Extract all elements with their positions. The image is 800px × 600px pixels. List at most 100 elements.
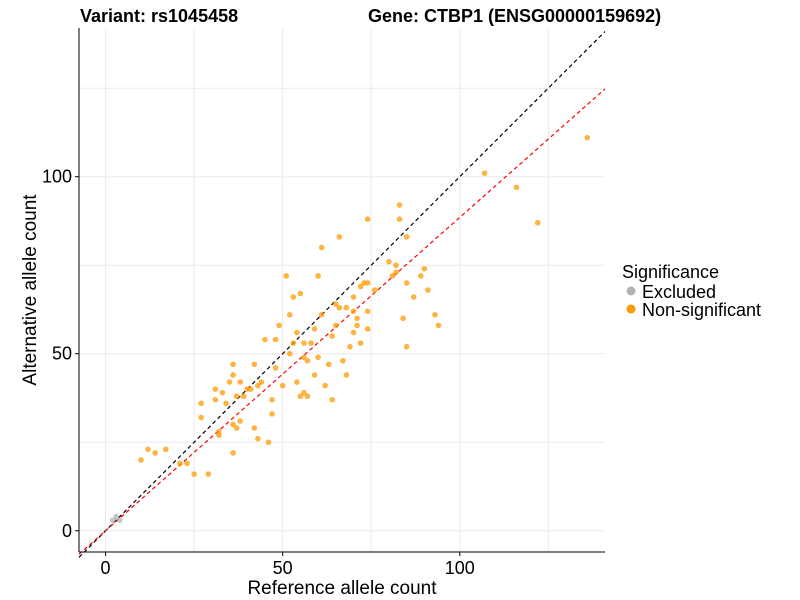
point-non-significant	[393, 262, 399, 269]
point-non-significant	[251, 425, 258, 431]
point-non-significant	[283, 273, 290, 279]
point-non-significant	[336, 304, 343, 311]
point-non-significant	[237, 379, 243, 385]
point-non-significant	[286, 311, 293, 318]
point-non-significant	[198, 400, 205, 407]
point-non-significant	[145, 446, 151, 453]
point-non-significant	[262, 336, 268, 343]
point-non-significant	[389, 273, 396, 279]
point-non-significant	[233, 393, 240, 400]
point-non-significant	[584, 134, 591, 141]
grid-lines	[79, 28, 605, 552]
point-non-significant	[219, 389, 226, 396]
point-non-significant	[251, 361, 258, 368]
point-non-significant	[354, 315, 360, 322]
x-tick-label: 100	[445, 558, 475, 578]
point-non-significant	[343, 372, 350, 378]
point-non-significant	[311, 326, 318, 332]
point-non-significant	[371, 287, 378, 293]
point-non-significant	[255, 435, 261, 442]
point-non-significant	[290, 340, 297, 346]
point-non-significant	[418, 273, 424, 279]
point-non-significant	[308, 340, 314, 346]
point-non-significant	[315, 273, 321, 279]
point-non-significant	[322, 382, 328, 389]
point-non-significant	[258, 379, 265, 385]
point-non-significant	[336, 234, 343, 240]
point-non-significant	[294, 379, 300, 385]
point-non-significant	[198, 414, 205, 421]
point-non-significant	[403, 280, 410, 286]
point-non-significant	[400, 315, 406, 322]
point-non-significant	[333, 301, 339, 307]
point-non-significant	[364, 308, 371, 315]
point-non-significant	[212, 396, 219, 403]
point-non-significant	[301, 354, 307, 361]
point-excluded	[116, 517, 123, 523]
point-non-significant	[350, 329, 357, 336]
point-non-significant	[301, 389, 307, 396]
point-non-significant	[311, 372, 318, 378]
point-non-significant	[396, 202, 403, 208]
point-excluded	[113, 513, 119, 520]
point-non-significant	[138, 457, 144, 463]
point-non-significant	[230, 421, 236, 428]
point-non-significant	[240, 393, 247, 400]
point-non-significant	[297, 290, 304, 297]
y-tick-label: 50	[52, 344, 72, 364]
point-non-significant	[223, 400, 229, 407]
legend: Significance Excluded Non-significant	[622, 262, 761, 320]
point-non-significant	[386, 258, 392, 265]
y-tick-label: 0	[62, 521, 72, 541]
point-non-significant	[354, 322, 360, 329]
point-non-significant	[230, 372, 236, 378]
legend-swatch-non-significant	[626, 304, 636, 314]
point-non-significant	[301, 340, 307, 346]
point-non-significant	[410, 294, 417, 300]
point-non-significant	[230, 450, 236, 456]
reference-line-identity	[78, 31, 606, 558]
point-non-significant	[340, 358, 346, 364]
point-non-significant	[350, 308, 357, 315]
point-non-significant	[304, 393, 311, 400]
legend-label-excluded: Excluded	[642, 282, 716, 302]
point-non-significant	[534, 219, 541, 226]
point-non-significant	[237, 418, 243, 424]
point-non-significant	[350, 294, 357, 300]
point-non-significant	[247, 386, 254, 392]
point-non-significant	[357, 283, 364, 290]
point-non-significant	[364, 216, 371, 222]
point-non-significant	[396, 216, 403, 222]
y-axis-label: Alternative allele count	[20, 194, 41, 386]
point-non-significant	[364, 280, 371, 286]
point-non-significant	[265, 439, 272, 446]
point-non-significant	[162, 446, 169, 453]
point-non-significant	[513, 184, 520, 191]
point-non-significant	[318, 244, 325, 251]
point-non-significant	[269, 411, 275, 417]
title-gene: Gene: CTBP1 (ENSG00000159692)	[368, 6, 661, 26]
title-variant: Variant: rs1045458	[80, 6, 238, 26]
point-non-significant	[255, 382, 261, 389]
reference-lines	[78, 31, 606, 558]
point-non-significant	[269, 396, 275, 403]
point-non-significant	[216, 428, 222, 435]
point-non-significant	[347, 343, 353, 350]
axes	[78, 28, 605, 553]
point-non-significant	[205, 471, 212, 477]
point-non-significant	[286, 350, 293, 357]
reference-line-fit	[78, 88, 606, 555]
point-non-significant	[272, 336, 279, 343]
point-non-significant	[233, 425, 240, 431]
point-non-significant	[343, 304, 350, 311]
point-non-significant	[403, 343, 410, 350]
legend-title: Significance	[622, 262, 719, 282]
point-non-significant	[304, 358, 311, 364]
point-non-significant	[329, 396, 336, 403]
point-non-significant	[425, 287, 431, 293]
x-axis-label: Reference allele count	[247, 578, 437, 599]
point-non-significant	[325, 361, 332, 368]
legend-swatch-excluded	[626, 286, 636, 296]
point-non-significant	[272, 365, 279, 371]
